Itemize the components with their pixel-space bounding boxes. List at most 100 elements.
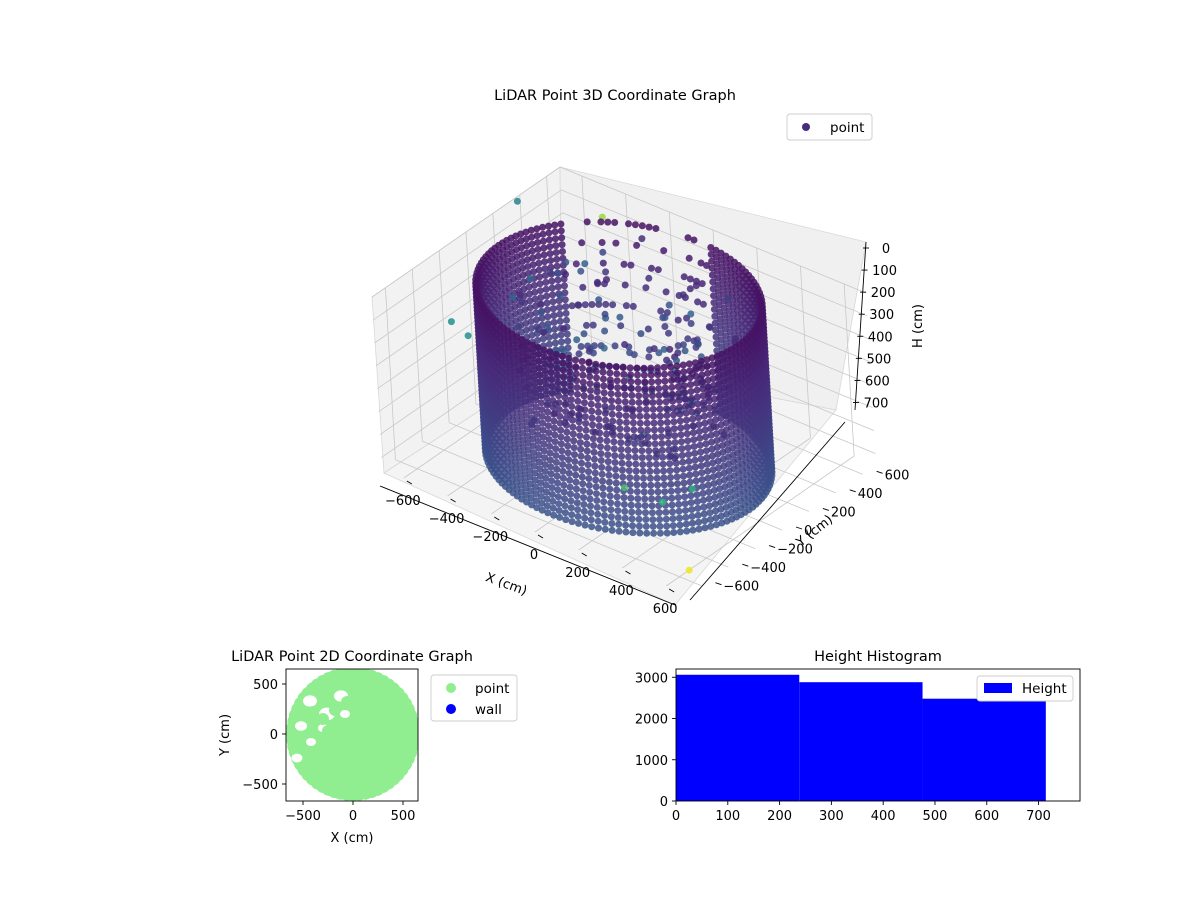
point-3d <box>691 359 699 367</box>
point-3d <box>545 222 553 230</box>
point-3d <box>648 495 656 503</box>
point-2d <box>307 706 319 718</box>
point-3d <box>577 267 585 275</box>
point-3d <box>621 507 629 515</box>
point-3d <box>530 449 538 457</box>
point-3d <box>562 258 570 266</box>
point-3d <box>709 466 717 474</box>
point-3d <box>640 474 647 482</box>
point-3d <box>607 383 615 391</box>
point-3d <box>667 363 675 371</box>
point-3d <box>556 419 564 427</box>
point-3d <box>596 429 604 437</box>
point-3d <box>649 399 657 406</box>
point-3d <box>654 488 662 496</box>
point-3d <box>685 451 692 458</box>
point-3d <box>680 486 688 494</box>
point-3d <box>655 391 663 399</box>
grid-line-z <box>373 189 868 321</box>
point-3d <box>554 486 562 494</box>
point-2d-void <box>291 753 303 763</box>
point-3d <box>565 469 573 477</box>
point-3d <box>538 499 546 507</box>
point-3d <box>669 522 677 530</box>
point-3d <box>547 470 555 478</box>
point-3d <box>577 452 585 460</box>
point-3d <box>633 481 641 489</box>
point-3d <box>560 347 568 355</box>
point-3d <box>674 316 682 324</box>
point-3d <box>644 426 652 434</box>
point-3d <box>533 232 541 240</box>
point-3d <box>711 500 719 508</box>
point-3d <box>558 338 565 346</box>
point-3d <box>578 466 586 474</box>
point-3d <box>699 489 707 497</box>
point-3d <box>648 264 655 272</box>
point-3d <box>708 354 716 362</box>
point-3d <box>557 440 565 448</box>
point-3d <box>631 440 639 448</box>
point-3d <box>635 515 643 523</box>
point-3d <box>600 382 608 390</box>
point-3d <box>513 197 521 205</box>
point-3d <box>615 520 623 528</box>
point-3d <box>701 419 709 427</box>
point-3d <box>633 241 641 249</box>
point-3d <box>697 259 705 267</box>
x-tick-label-histogram: 300 <box>819 809 844 824</box>
point-3d <box>684 335 692 343</box>
point-3d <box>593 374 600 382</box>
point-3d <box>529 435 537 443</box>
point-3d <box>539 433 547 441</box>
point-3d <box>710 292 718 300</box>
point-3d <box>586 373 594 381</box>
point-3d <box>678 445 686 453</box>
point-3d <box>583 433 590 441</box>
point-3d <box>545 236 553 244</box>
point-3d <box>538 406 546 414</box>
point-3d <box>580 385 588 393</box>
point-3d <box>636 412 644 420</box>
point-3d <box>646 461 654 468</box>
point-3d <box>662 398 670 406</box>
point-3d <box>629 412 637 420</box>
point-3d <box>605 465 613 472</box>
point-3d <box>580 501 588 508</box>
point-3d <box>657 426 665 434</box>
point-3d <box>571 451 578 459</box>
point-3d <box>679 291 687 299</box>
point-3d <box>559 359 567 367</box>
point-3d <box>669 397 677 405</box>
point-3d <box>555 406 563 413</box>
point-3d <box>601 525 609 533</box>
point-2d <box>329 704 341 716</box>
point-3d <box>640 481 648 489</box>
point-3d <box>623 419 630 426</box>
point-3d <box>593 388 601 396</box>
point-3d <box>560 481 568 489</box>
point-3d <box>704 474 712 482</box>
point-3d <box>629 302 637 310</box>
point-3d <box>603 437 611 445</box>
point-3d <box>567 504 575 512</box>
point-3d <box>593 490 600 498</box>
point-3d <box>710 305 718 313</box>
x-tick-label-3d: 400 <box>609 584 634 599</box>
point-3d <box>713 347 721 355</box>
point-3d <box>597 450 605 458</box>
point-3d <box>681 389 689 397</box>
point-3d <box>616 425 624 433</box>
point-3d <box>624 439 632 447</box>
point-3d <box>652 225 660 232</box>
point-3d <box>686 275 694 283</box>
point-3d <box>562 270 569 278</box>
y-axis-label-3d: Y (cm) <box>793 512 836 550</box>
point-3d <box>553 255 561 263</box>
point-3d <box>689 526 697 534</box>
point-3d <box>656 405 664 413</box>
point-3d <box>704 467 712 475</box>
point-3d <box>625 460 633 468</box>
point-3d <box>601 512 608 519</box>
point-3d <box>680 375 688 383</box>
